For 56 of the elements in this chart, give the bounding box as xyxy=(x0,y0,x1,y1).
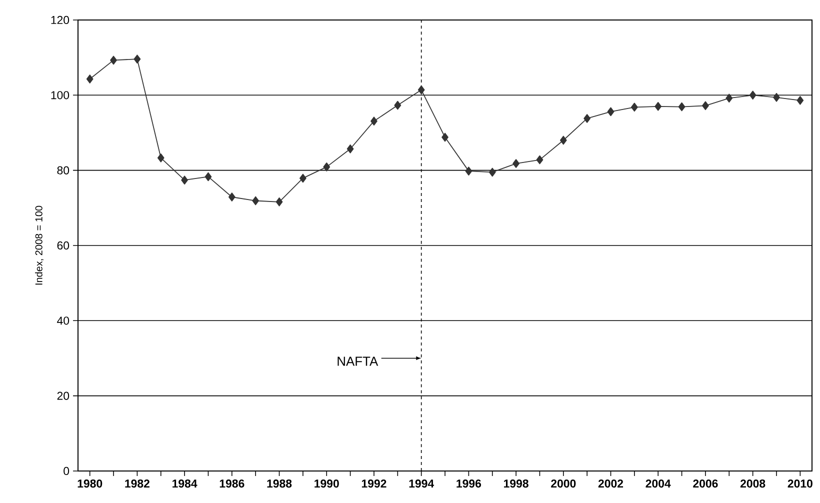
point xyxy=(181,176,188,185)
point xyxy=(536,155,544,164)
point xyxy=(512,159,520,168)
point xyxy=(560,136,567,145)
point xyxy=(442,132,448,142)
point xyxy=(418,85,425,94)
point xyxy=(346,144,354,154)
point xyxy=(773,92,780,102)
x-tick-label: 2010 xyxy=(788,479,812,488)
point xyxy=(394,100,402,110)
point xyxy=(607,107,614,116)
y-tick-label: 60 xyxy=(57,241,70,250)
point xyxy=(276,197,283,206)
x-tick-label: 2000 xyxy=(551,479,576,488)
y-tick-label: 100 xyxy=(51,91,70,100)
point xyxy=(86,74,94,84)
point xyxy=(252,196,260,206)
point xyxy=(204,172,212,182)
y-axis-title: Index, 2008 = 100 xyxy=(35,206,44,285)
point xyxy=(157,153,164,162)
point xyxy=(584,114,591,123)
x-tick-label: 2008 xyxy=(740,479,766,488)
point xyxy=(678,102,686,112)
point xyxy=(228,192,236,202)
x-tick-label: 1982 xyxy=(125,479,150,488)
y-tick-label: 0 xyxy=(64,466,70,476)
point xyxy=(796,96,804,105)
x-tick-label: 2002 xyxy=(598,479,624,488)
x-tick-label: 1994 xyxy=(409,479,434,488)
y-tick-label: 40 xyxy=(57,316,70,325)
point xyxy=(702,101,709,110)
point xyxy=(749,90,756,100)
x-tick-label: 1990 xyxy=(314,479,339,488)
point xyxy=(134,54,141,64)
x-tick-label: 1984 xyxy=(172,479,198,488)
ref-line-label: NAFTA xyxy=(338,356,378,366)
point xyxy=(488,168,496,177)
x-tick-label: 1988 xyxy=(267,479,292,488)
y-tick-label: 80 xyxy=(57,166,70,174)
y-tick-label: 120 xyxy=(51,16,70,24)
point xyxy=(654,102,662,111)
point xyxy=(370,116,378,126)
x-tick-label: 1986 xyxy=(220,479,244,488)
point xyxy=(630,102,638,112)
x-tick-label: 2006 xyxy=(693,479,718,488)
point xyxy=(110,56,117,65)
x-tick-label: 2004 xyxy=(646,479,671,488)
point xyxy=(465,166,472,176)
point xyxy=(323,162,330,172)
x-tick-label: 1992 xyxy=(362,479,386,488)
point xyxy=(300,174,306,183)
y-tick-label: 20 xyxy=(57,392,70,400)
x-tick-label: 1980 xyxy=(78,479,102,488)
x-tick-label: 1998 xyxy=(504,479,528,488)
x-tick-label: 1996 xyxy=(456,479,482,488)
point xyxy=(726,94,733,103)
